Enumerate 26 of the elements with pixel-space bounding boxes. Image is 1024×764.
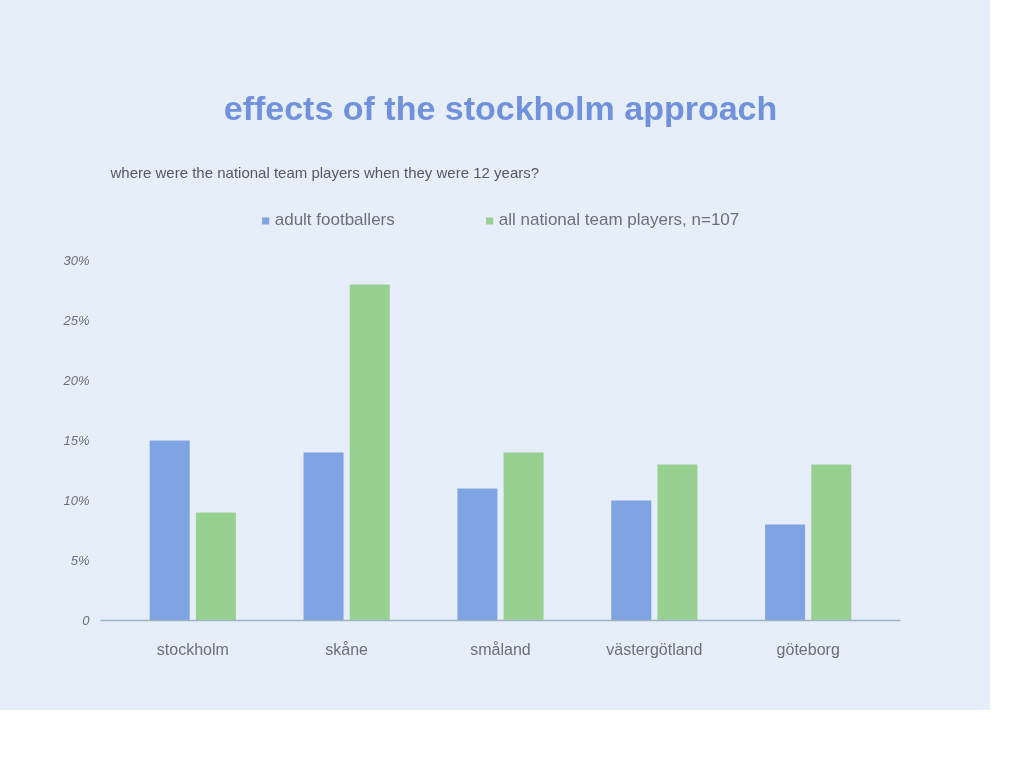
y-tick-label: 0	[82, 613, 91, 628]
x-tick-label: småland	[470, 640, 531, 658]
y-tick-label: 25%	[62, 313, 90, 328]
chart-title: effects of the stockholm approach	[223, 88, 778, 127]
bar	[657, 464, 698, 621]
bar	[349, 284, 390, 621]
bar	[195, 512, 236, 621]
x-tick-label: västergötland	[606, 640, 703, 658]
bar	[303, 452, 344, 621]
legend-label: all national team players, n=107	[498, 210, 740, 230]
bar	[811, 464, 852, 621]
bar	[457, 488, 498, 621]
bar	[149, 440, 190, 621]
chart-subtitle: where were the national team players when they were 12 years?	[109, 163, 540, 181]
y-tick-label: 10%	[63, 493, 90, 508]
legend-label: adult footballers	[274, 210, 395, 230]
y-tick-label: 15%	[63, 433, 90, 448]
bar	[611, 500, 652, 621]
y-tick-label: 20%	[62, 373, 90, 388]
y-tick-label: 30%	[63, 253, 90, 268]
x-tick-label: skåne	[325, 640, 369, 658]
x-tick-label: göteborg	[776, 640, 840, 658]
bar	[503, 452, 544, 621]
bar	[765, 524, 806, 621]
y-tick-label: 5%	[70, 553, 90, 568]
x-tick-label: stockholm	[156, 640, 229, 658]
